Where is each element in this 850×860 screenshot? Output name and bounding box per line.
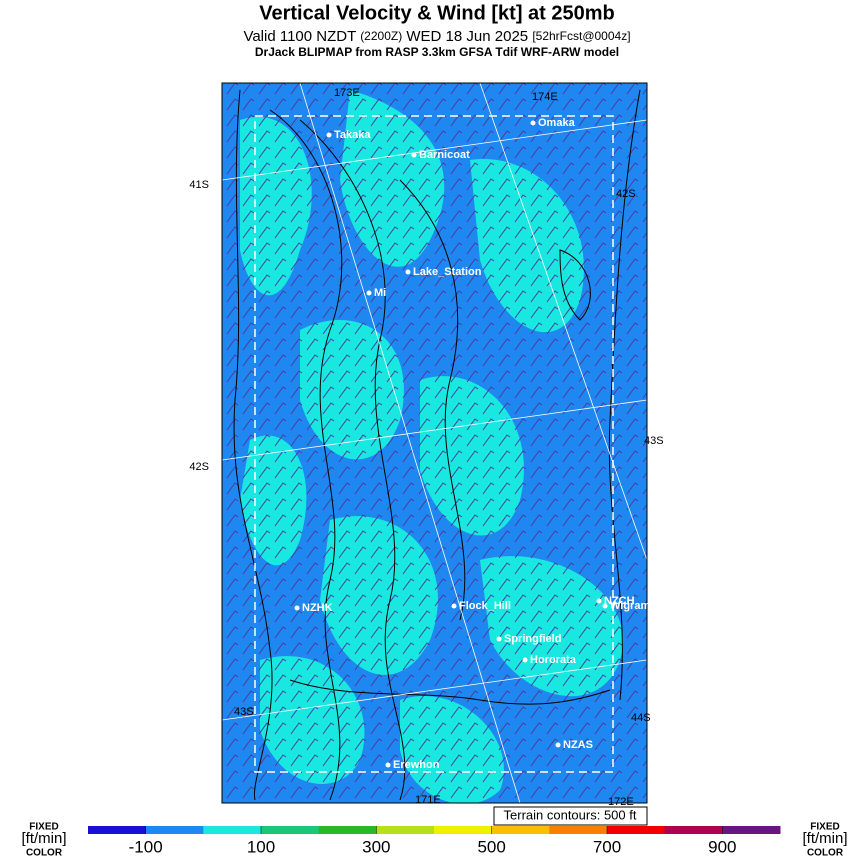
place-marker bbox=[530, 120, 536, 126]
subtitle-part: Valid 1100 NZDT bbox=[243, 28, 356, 45]
place-label: Flock_Hill bbox=[459, 600, 511, 612]
grid-label: 173E bbox=[334, 87, 360, 99]
place-label: Omaka bbox=[538, 117, 576, 129]
place-label: Wigram bbox=[610, 600, 650, 612]
subtitle: Valid 1100 NZDT (2200Z) WED 18 Jun 2025 … bbox=[243, 28, 630, 45]
place-marker bbox=[366, 290, 372, 296]
colorbar-swatch bbox=[145, 826, 204, 834]
place-marker bbox=[496, 636, 502, 642]
grid-label: 42S bbox=[616, 188, 636, 200]
colorbar-side-label: FIXED bbox=[29, 822, 58, 833]
colorbar-swatch bbox=[318, 826, 377, 834]
colorbar-swatch bbox=[607, 826, 666, 834]
colorbar-tick-label: -100 bbox=[129, 837, 163, 856]
grid-label: 44S bbox=[631, 712, 651, 724]
colorbar-tick-label: 100 bbox=[247, 837, 275, 856]
graticule bbox=[222, 83, 647, 803]
subtitle-part: WED 18 Jun 2025 bbox=[406, 28, 528, 45]
grid-labels: 41S 42S 43S 42S 43S 44S 173E 174E 171E 172E bbox=[189, 87, 663, 808]
grid-label: 41S bbox=[189, 179, 209, 191]
colorbar-side-label: [ft/min] bbox=[21, 830, 66, 847]
grid-label: 174E bbox=[532, 91, 558, 103]
colorbar-side-label: COLOR bbox=[26, 848, 63, 859]
terrain-contours bbox=[233, 89, 641, 801]
colorbar-tick-label: 500 bbox=[477, 837, 505, 856]
place-label: Lake_Station bbox=[413, 266, 482, 278]
colorbar-tick-label: 700 bbox=[593, 837, 621, 856]
colorbar-swatch bbox=[491, 826, 550, 834]
grid-label: 171E bbox=[415, 794, 441, 806]
place-label: Mi bbox=[374, 287, 386, 299]
place-marker bbox=[326, 132, 332, 138]
colorbar-swatch bbox=[261, 826, 320, 834]
places: Takaka Barnicoat Omaka Lake_Station Mi NZHK Fl… bbox=[294, 117, 650, 771]
place-marker bbox=[451, 603, 457, 609]
colorbar-swatch bbox=[722, 826, 781, 834]
place-label: Springfield bbox=[504, 633, 561, 645]
place-marker bbox=[596, 598, 602, 604]
map-frame bbox=[221, 82, 648, 804]
wind-barbs bbox=[222, 83, 647, 803]
place-label: Takaka bbox=[334, 129, 371, 141]
place-marker bbox=[602, 603, 608, 609]
place-label: NZAS bbox=[563, 739, 593, 751]
terrain-box bbox=[493, 806, 648, 826]
place-marker bbox=[555, 742, 561, 748]
subtitle-part: (2200Z) bbox=[360, 29, 402, 43]
place-label: Hororata bbox=[530, 654, 577, 666]
colorbar-swatch bbox=[88, 826, 147, 834]
colorbar-swatch bbox=[664, 826, 723, 834]
place-marker bbox=[385, 762, 391, 768]
colorbar-side-label: COLOR bbox=[807, 848, 844, 859]
colorbar-swatch bbox=[549, 826, 608, 834]
colorbar-swatch bbox=[376, 826, 435, 834]
place-label: NZHK bbox=[302, 602, 333, 614]
grid-label: 43S bbox=[234, 706, 254, 718]
terrain-note: Terrain contours: 500 ft bbox=[504, 807, 637, 822]
colorbar-swatch bbox=[434, 826, 493, 834]
place-label: NZCH bbox=[604, 595, 635, 607]
map bbox=[222, 83, 647, 803]
model-note: DrJack BLIPMAP from RASP 3.3km GFSA Tdif… bbox=[255, 45, 619, 59]
place-marker bbox=[294, 605, 300, 611]
colorbar: -100 100 300 500 700 900FIXED[ft/min]COLORFIX… bbox=[21, 822, 847, 859]
colorbar-side-label: FIXED bbox=[810, 822, 839, 833]
colorbar-swatch bbox=[203, 826, 262, 834]
grid-label: 43S bbox=[644, 435, 664, 447]
subtitle-part: [52hrFcst@0004z] bbox=[532, 29, 630, 43]
colorbar-side-label: [ft/min] bbox=[802, 830, 847, 847]
place-marker bbox=[411, 152, 417, 158]
place-marker bbox=[522, 657, 528, 663]
grid-label: 42S bbox=[189, 461, 209, 473]
place-label: Erewhon bbox=[393, 759, 440, 771]
place-marker bbox=[405, 269, 411, 275]
colorbar-tick-label: 900 bbox=[708, 837, 736, 856]
grid-label: 172E bbox=[608, 796, 634, 808]
title: Vertical Velocity & Wind [kt] at 250mb bbox=[259, 2, 615, 24]
colorbar-tick-label: 300 bbox=[362, 837, 390, 856]
place-label: Barnicoat bbox=[419, 149, 470, 161]
